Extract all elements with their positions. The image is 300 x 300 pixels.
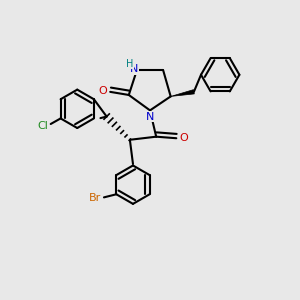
Text: O: O [180,133,188,142]
Text: Cl: Cl [38,122,48,131]
Text: H: H [126,59,134,69]
Text: Br: Br [89,193,101,203]
Text: O: O [98,86,107,96]
Text: N: N [146,112,154,122]
Polygon shape [171,90,194,96]
Text: N: N [130,64,139,74]
